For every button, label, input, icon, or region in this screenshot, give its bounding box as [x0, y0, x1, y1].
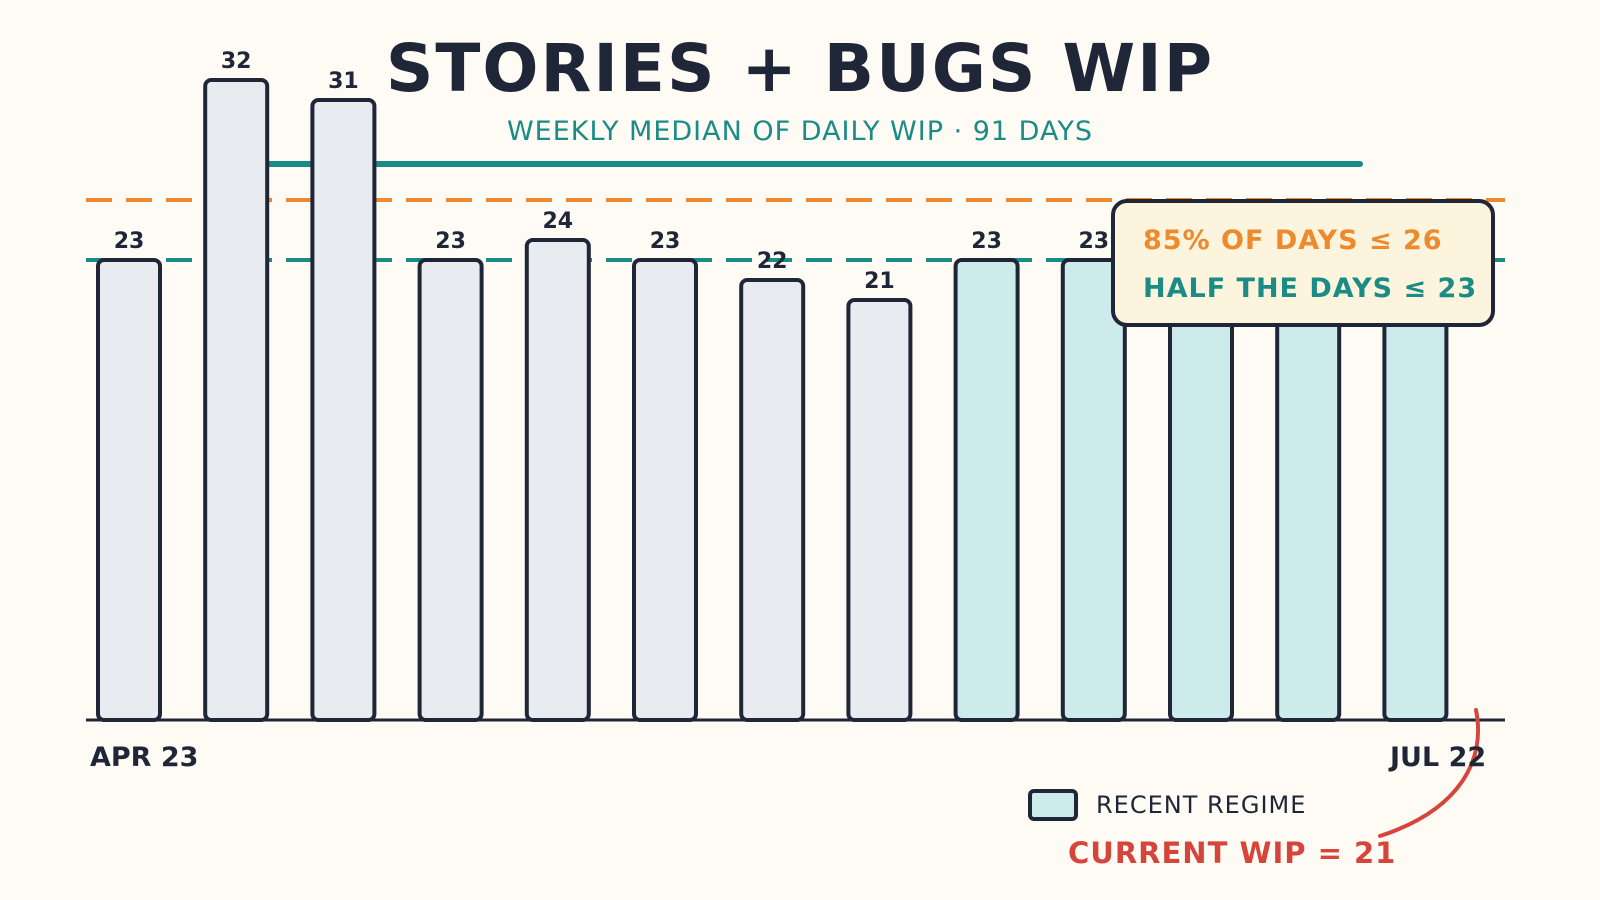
bar-week-4 [417, 258, 484, 722]
bar-value-label-week-7: 22 [757, 249, 788, 274]
bar-week-9 [953, 258, 1020, 722]
bar-value-label-week-10: 23 [1078, 229, 1109, 254]
legend: RECENT REGIME [1028, 789, 1306, 821]
bar-week-8 [846, 298, 913, 722]
bar-value-label-week-9: 23 [971, 229, 1002, 254]
bar-week-10 [1060, 258, 1127, 722]
chart-subtitle: WEEKLY MEDIAN OF DAILY WIP · 91 DAYS [506, 116, 1093, 147]
bar-week-11 [1168, 298, 1234, 722]
median-summary: HALF THE DAYS ≤ 23 [1143, 273, 1478, 304]
x-axis-start-label: APR 23 [90, 742, 199, 773]
bar-value-label-week-1: 23 [114, 229, 145, 254]
legend-swatch-recent-regime [1028, 789, 1078, 821]
current-wip-arrow [1378, 708, 1481, 838]
bar-week-6 [632, 258, 698, 722]
bar-value-label-week-8: 21 [864, 269, 895, 294]
bar-value-label-week-3: 31 [328, 69, 359, 94]
legend-label-recent-regime: RECENT REGIME [1096, 791, 1307, 819]
chart-title: STORIES + BUGS WIP [385, 30, 1215, 107]
bar-value-label-week-2: 32 [221, 49, 252, 74]
percentile-summary-box: 85% OF DAYS ≤ 26 HALF THE DAYS ≤ 23 [1111, 199, 1495, 327]
bar-week-5 [524, 238, 591, 722]
bar-value-label-week-4: 23 [435, 229, 466, 254]
bar-week-2 [203, 78, 270, 722]
bar-week-12 [1275, 258, 1342, 722]
bar-week-1 [96, 258, 162, 722]
x-axis-end-label: JUL 22 [1390, 742, 1487, 773]
bar-week-3 [310, 98, 377, 722]
p85-summary: 85% OF DAYS ≤ 26 [1143, 225, 1443, 256]
bar-week-13 [1382, 278, 1449, 722]
bar-value-label-week-6: 23 [650, 229, 681, 254]
bar-value-label-week-5: 24 [542, 209, 573, 234]
bar-week-7 [739, 278, 806, 722]
current-wip-annotation: CURRENT WIP = 21 [1068, 836, 1397, 870]
